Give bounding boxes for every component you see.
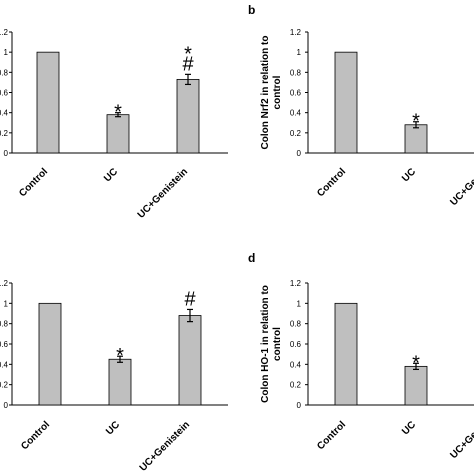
chart-panel-0: 00.20.40.60.811.2Control*UC#*UC+Genistei… <box>0 28 228 221</box>
significance-asterisk: * <box>184 43 192 65</box>
significance-asterisk: * <box>116 345 124 367</box>
bar <box>36 51 60 154</box>
y-tick-label: 0 <box>297 149 302 158</box>
y-tick-label: 0.2 <box>290 381 302 390</box>
x-category-label: UC <box>400 166 418 184</box>
x-category-label: Control <box>17 166 50 199</box>
x-category-label: UC <box>104 419 122 437</box>
y-axis-label: control <box>272 327 283 361</box>
y-tick-label: 1.2 <box>290 279 302 288</box>
y-tick-label: 0.6 <box>0 340 9 349</box>
chart-panel-2: 0 0.2 0.4 0.6 0.8 1 1.2 Control * UC # UC+Genistein <box>0 279 228 474</box>
y-tick-label: 0.8 <box>0 68 9 77</box>
x-category-label: Control <box>19 419 52 452</box>
chart-panel-1: 0 0.2 0.4 0.6 0.8 1 1.2 Control * UC UC+Genis Colon… <box>248 3 474 208</box>
x-category-label: UC+Genistein <box>136 166 190 220</box>
significance-asterisk: * <box>114 102 122 124</box>
bar <box>334 51 358 154</box>
y-tick-label: 0.8 <box>0 320 9 329</box>
y-tick-label: 0.4 <box>290 360 302 369</box>
bar <box>334 302 358 406</box>
y-tick-label: 0.6 <box>290 340 302 349</box>
y-tick-label: 0 <box>297 401 302 410</box>
significance-asterisk: * <box>412 111 420 133</box>
y-tick-label: 0.8 <box>290 320 302 329</box>
y-tick-label: 0.4 <box>0 109 9 118</box>
y-tick-label: 0 <box>4 401 9 410</box>
y-axis-label: control <box>272 75 283 109</box>
y-tick-label: 0 <box>4 149 9 158</box>
y-tick-label: 0.6 <box>290 89 302 98</box>
y-tick-label: 1 <box>4 299 9 308</box>
y-tick-label: 1.2 <box>0 279 9 288</box>
y-tick-label: 0.2 <box>290 129 302 138</box>
bar <box>176 78 200 154</box>
y-tick-label: 1 <box>4 48 9 57</box>
y-tick-label: 1 <box>297 48 302 57</box>
y-tick-label: 1 <box>297 299 302 308</box>
y-tick-label: 0.4 <box>290 109 302 118</box>
significance-hash: # <box>184 288 196 310</box>
x-category-label: Control <box>315 166 348 199</box>
x-category-label: UC <box>102 166 120 184</box>
x-category-label: UC+Genistein <box>138 419 192 473</box>
significance-asterisk: * <box>412 352 420 374</box>
y-tick-label: 0.6 <box>0 89 9 98</box>
y-tick-label: 0.4 <box>0 360 9 369</box>
y-tick-label: 0.2 <box>0 129 9 138</box>
x-category-label: UC+Genis <box>448 166 474 208</box>
y-axis-label: Colon HO-1 in relation to <box>260 285 271 403</box>
bar <box>178 315 202 406</box>
x-category-label: UC <box>400 419 418 437</box>
panel-letter: b <box>248 3 255 17</box>
chart-panel-3: 0 0.2 0.4 0.6 0.8 1 1.2 Control * UC UC+Genis Colon… <box>248 251 474 461</box>
y-tick-label: 1.2 <box>290 28 302 37</box>
x-category-label: UC+Genis <box>448 419 474 461</box>
significance-hash: # <box>182 53 194 75</box>
panel-letter: d <box>248 251 255 265</box>
x-category-label: Control <box>315 419 348 452</box>
y-tick-label: 0.2 <box>0 381 9 390</box>
y-axis-label: Colon Nrf2 in relation to <box>260 36 271 150</box>
bar <box>38 302 62 406</box>
y-tick-label: 1.2 <box>0 28 9 37</box>
y-tick-label: 0.8 <box>290 68 302 77</box>
